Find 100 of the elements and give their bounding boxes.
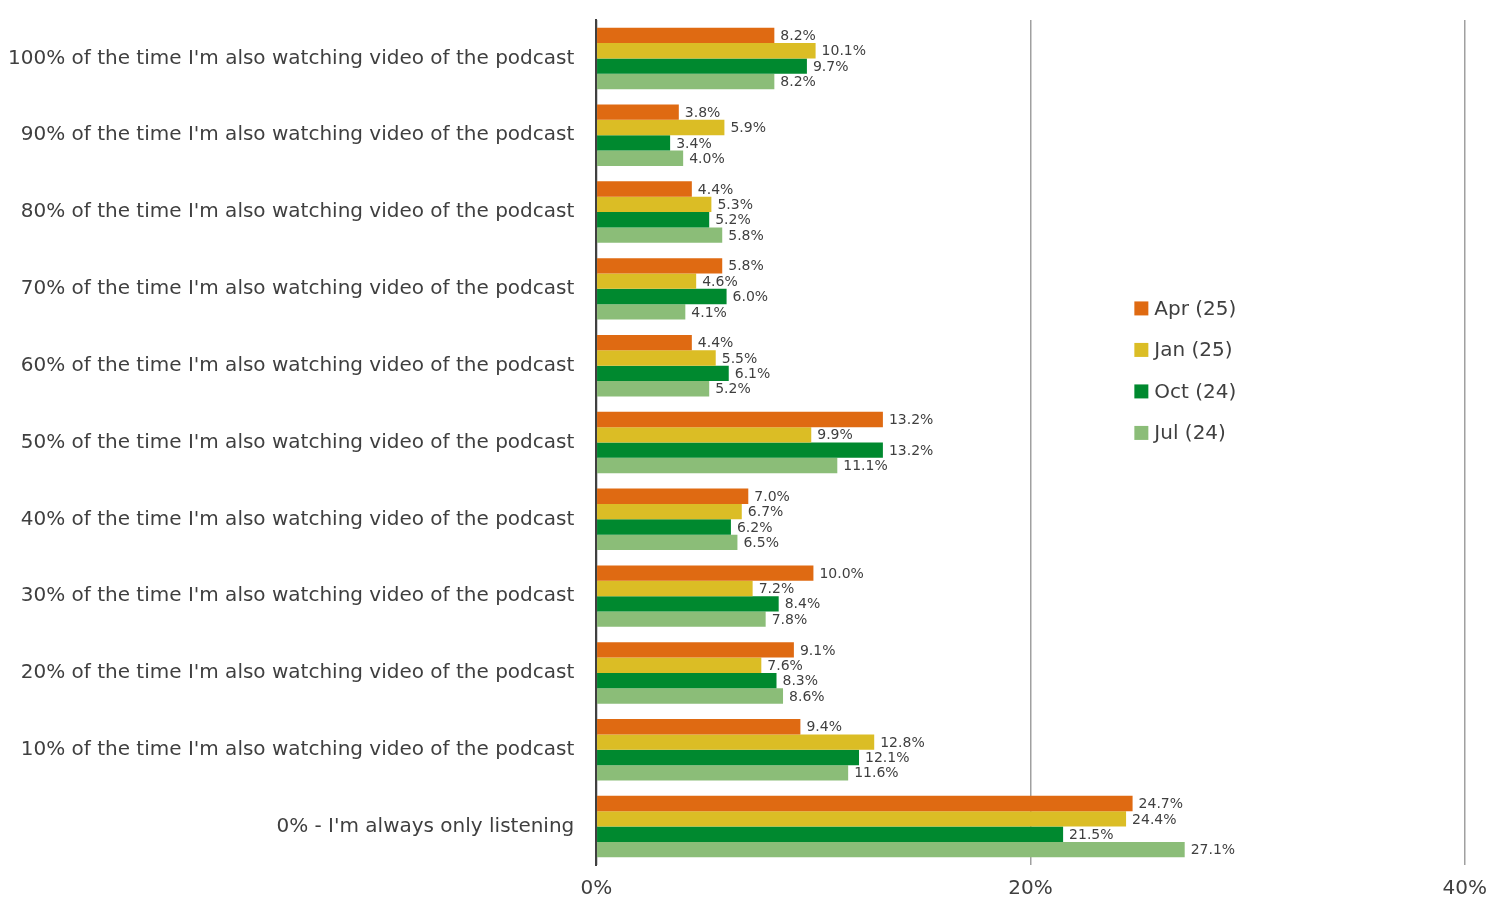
data-label: 5.3% — [717, 196, 753, 212]
legend-label: Oct (24) — [1154, 378, 1237, 403]
bar — [597, 212, 710, 228]
bar — [597, 765, 849, 781]
data-label: 6.7% — [747, 503, 784, 520]
bar — [597, 350, 716, 366]
x-tick-label: 40% — [1442, 875, 1487, 900]
bar — [597, 795, 1133, 812]
bar — [597, 196, 712, 213]
data-label: 5.9% — [730, 119, 766, 136]
data-label: 11.6% — [854, 764, 899, 781]
data-label: 6.2% — [736, 518, 773, 535]
bar — [597, 811, 1127, 827]
data-label: 24.7% — [1138, 795, 1184, 812]
data-label: 8.2% — [780, 27, 816, 43]
y-tick-label: 40% of the time I'm also watching video of the podcast — [20, 505, 575, 530]
bar — [597, 150, 684, 166]
data-label: 8.3% — [782, 672, 819, 689]
data-label: 3.8% — [684, 103, 721, 120]
bar — [597, 749, 860, 766]
data-label: 6.0% — [732, 288, 769, 305]
data-label: 9.9% — [817, 426, 853, 443]
data-label: 3.4% — [676, 134, 712, 151]
bar — [597, 688, 784, 704]
data-label: 5.2% — [715, 211, 751, 228]
legend-label: Jan (25) — [1152, 337, 1233, 362]
bar — [597, 719, 801, 735]
data-label: 9.4% — [806, 718, 842, 735]
bar — [597, 334, 692, 351]
data-label: 4.0% — [689, 149, 725, 166]
data-label: 4.4% — [697, 334, 734, 351]
legend-label: Jul (24) — [1152, 420, 1226, 445]
bar — [597, 734, 875, 750]
bar — [597, 503, 742, 520]
bar — [597, 119, 725, 136]
data-label: 9.7% — [812, 57, 849, 74]
y-tick-label: 70% of the time I'm also watching video of the podcast — [20, 275, 575, 300]
y-tick-label: 0% - I'm always only listening — [276, 812, 575, 837]
bar — [597, 596, 779, 612]
data-label: 12.1% — [865, 749, 910, 766]
bar — [597, 580, 753, 597]
bar — [597, 826, 1064, 842]
bar — [597, 258, 723, 274]
data-label: 5.5% — [721, 349, 758, 366]
bar — [597, 841, 1185, 858]
data-label: 6.1% — [734, 365, 771, 381]
data-label: 11.1% — [843, 457, 888, 474]
data-label: 4.1% — [691, 303, 727, 320]
bar — [597, 73, 775, 90]
bar — [597, 273, 697, 289]
bar — [597, 288, 727, 305]
bar — [597, 304, 686, 320]
data-label: 7.2% — [758, 580, 795, 597]
data-label: 21.5% — [1069, 825, 1114, 842]
bar — [597, 43, 816, 59]
data-label: 7.0% — [754, 487, 790, 504]
data-label: 4.6% — [702, 272, 738, 289]
bar — [597, 457, 838, 474]
bar — [597, 381, 710, 397]
bar — [597, 519, 731, 535]
bar — [597, 135, 671, 151]
y-tick-label: 50% of the time I'm also watching video of the podcast — [20, 428, 575, 453]
y-tick-label: 10% of the time I'm also watching video of the podcast — [20, 735, 575, 760]
data-label: 12.8% — [880, 733, 925, 750]
bar — [597, 365, 729, 382]
y-tick-label: 60% of the time I'm also watching video of the podcast — [20, 351, 575, 376]
bar — [597, 411, 883, 428]
bar — [597, 227, 723, 243]
bar — [597, 534, 738, 551]
data-label: 10.0% — [819, 564, 864, 581]
bar — [597, 642, 794, 658]
y-tick-label: 30% of the time I'm also watching video of the podcast — [20, 582, 575, 607]
y-tick-label: 100% of the time I'm also watching video of the podcast — [8, 44, 575, 69]
bar — [597, 672, 777, 689]
data-label: 5.8% — [728, 226, 764, 243]
x-tick-label: 0% — [580, 875, 613, 900]
data-label: 8.4% — [784, 595, 821, 612]
data-label: 7.6% — [767, 656, 803, 673]
data-label: 13.2% — [888, 441, 934, 458]
data-label: 9.1% — [799, 641, 836, 658]
y-tick-label: 90% of the time I'm also watching video of the podcast — [20, 121, 575, 146]
bar — [597, 58, 807, 74]
bar — [597, 427, 812, 443]
bar — [597, 104, 679, 120]
data-label: 4.4% — [697, 180, 734, 197]
legend-label: Apr (25) — [1154, 295, 1237, 320]
bar — [597, 181, 692, 197]
data-label: 27.1% — [1190, 841, 1236, 858]
x-tick-label: 20% — [1008, 875, 1053, 900]
data-label: 10.1% — [821, 42, 867, 59]
bar — [597, 565, 814, 581]
bar — [597, 657, 762, 673]
y-tick-label: 20% of the time I'm also watching video of the podcast — [20, 659, 575, 684]
data-label: 8.2% — [780, 73, 816, 90]
y-tick-label: 80% of the time I'm also watching video of the podcast — [20, 198, 575, 223]
data-label: 6.5% — [743, 534, 780, 550]
bar — [597, 611, 766, 627]
data-label: 5.8% — [728, 257, 764, 274]
data-label: 5.2% — [715, 380, 751, 397]
data-label: 8.6% — [789, 687, 825, 704]
